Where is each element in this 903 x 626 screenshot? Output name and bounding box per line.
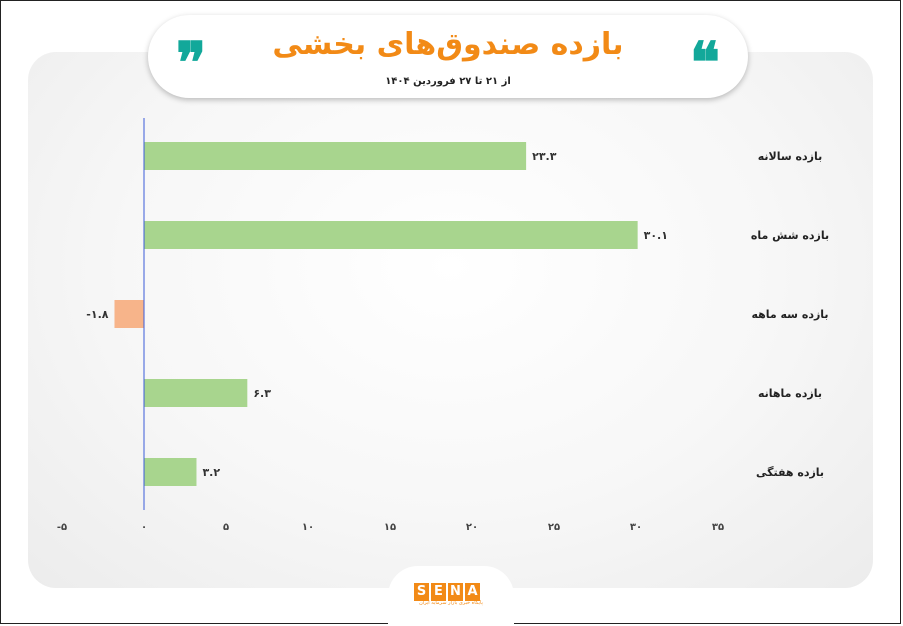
- category-label: بازده ماهانه: [758, 387, 822, 400]
- x-tick-label: -۵: [57, 522, 67, 533]
- x-tick-label: ۵: [223, 522, 229, 533]
- logo-letter: S: [414, 583, 429, 601]
- bar: [114, 300, 144, 328]
- chart-subtitle: از ۲۱ تا ۲۷ فروردین ۱۴۰۴: [385, 76, 511, 87]
- data-label: ۶.۳: [253, 387, 271, 400]
- data-label: ۳.۲: [202, 466, 220, 479]
- logo-letter: N: [448, 583, 463, 601]
- chart-title: بازده صندوق‌های بخشی: [272, 27, 624, 62]
- x-tick-label: ۱۰: [302, 522, 314, 533]
- logo-caption: پایگاه خبری بازار سرمایه ایران: [419, 600, 483, 606]
- category-label: بازده سالانه: [758, 150, 823, 163]
- data-label: ۲۳.۳: [532, 150, 557, 163]
- bar: [144, 142, 527, 170]
- bar: [144, 221, 638, 249]
- x-tick-label: ۲۵: [548, 522, 560, 533]
- x-tick-label: ۳۵: [712, 522, 724, 533]
- logo-letter: E: [431, 583, 446, 601]
- data-label: ۳۰.۱: [644, 229, 668, 242]
- category-label: بازده شش ماه: [751, 229, 829, 242]
- x-tick-label: ۰: [141, 522, 147, 533]
- close-quote-icon: ❝: [689, 30, 720, 96]
- chart-panel: [28, 52, 873, 588]
- category-label: بازده سه ماهه: [751, 308, 828, 321]
- x-tick-label: ۱۵: [384, 522, 396, 533]
- data-label: -۱.۸: [86, 308, 108, 321]
- x-tick-label: ۲۰: [466, 522, 478, 533]
- bar: [144, 379, 248, 407]
- logo-letter: A: [465, 583, 480, 601]
- x-tick-label: ۳۰: [630, 522, 642, 533]
- title-banner: ❞ بازده صندوق‌های بخشی از ۲۱ تا ۲۷ فرورد…: [148, 15, 748, 98]
- bar: [144, 458, 197, 486]
- category-label: بازده هفتگی: [756, 466, 824, 479]
- open-quote-icon: ❞: [176, 30, 207, 96]
